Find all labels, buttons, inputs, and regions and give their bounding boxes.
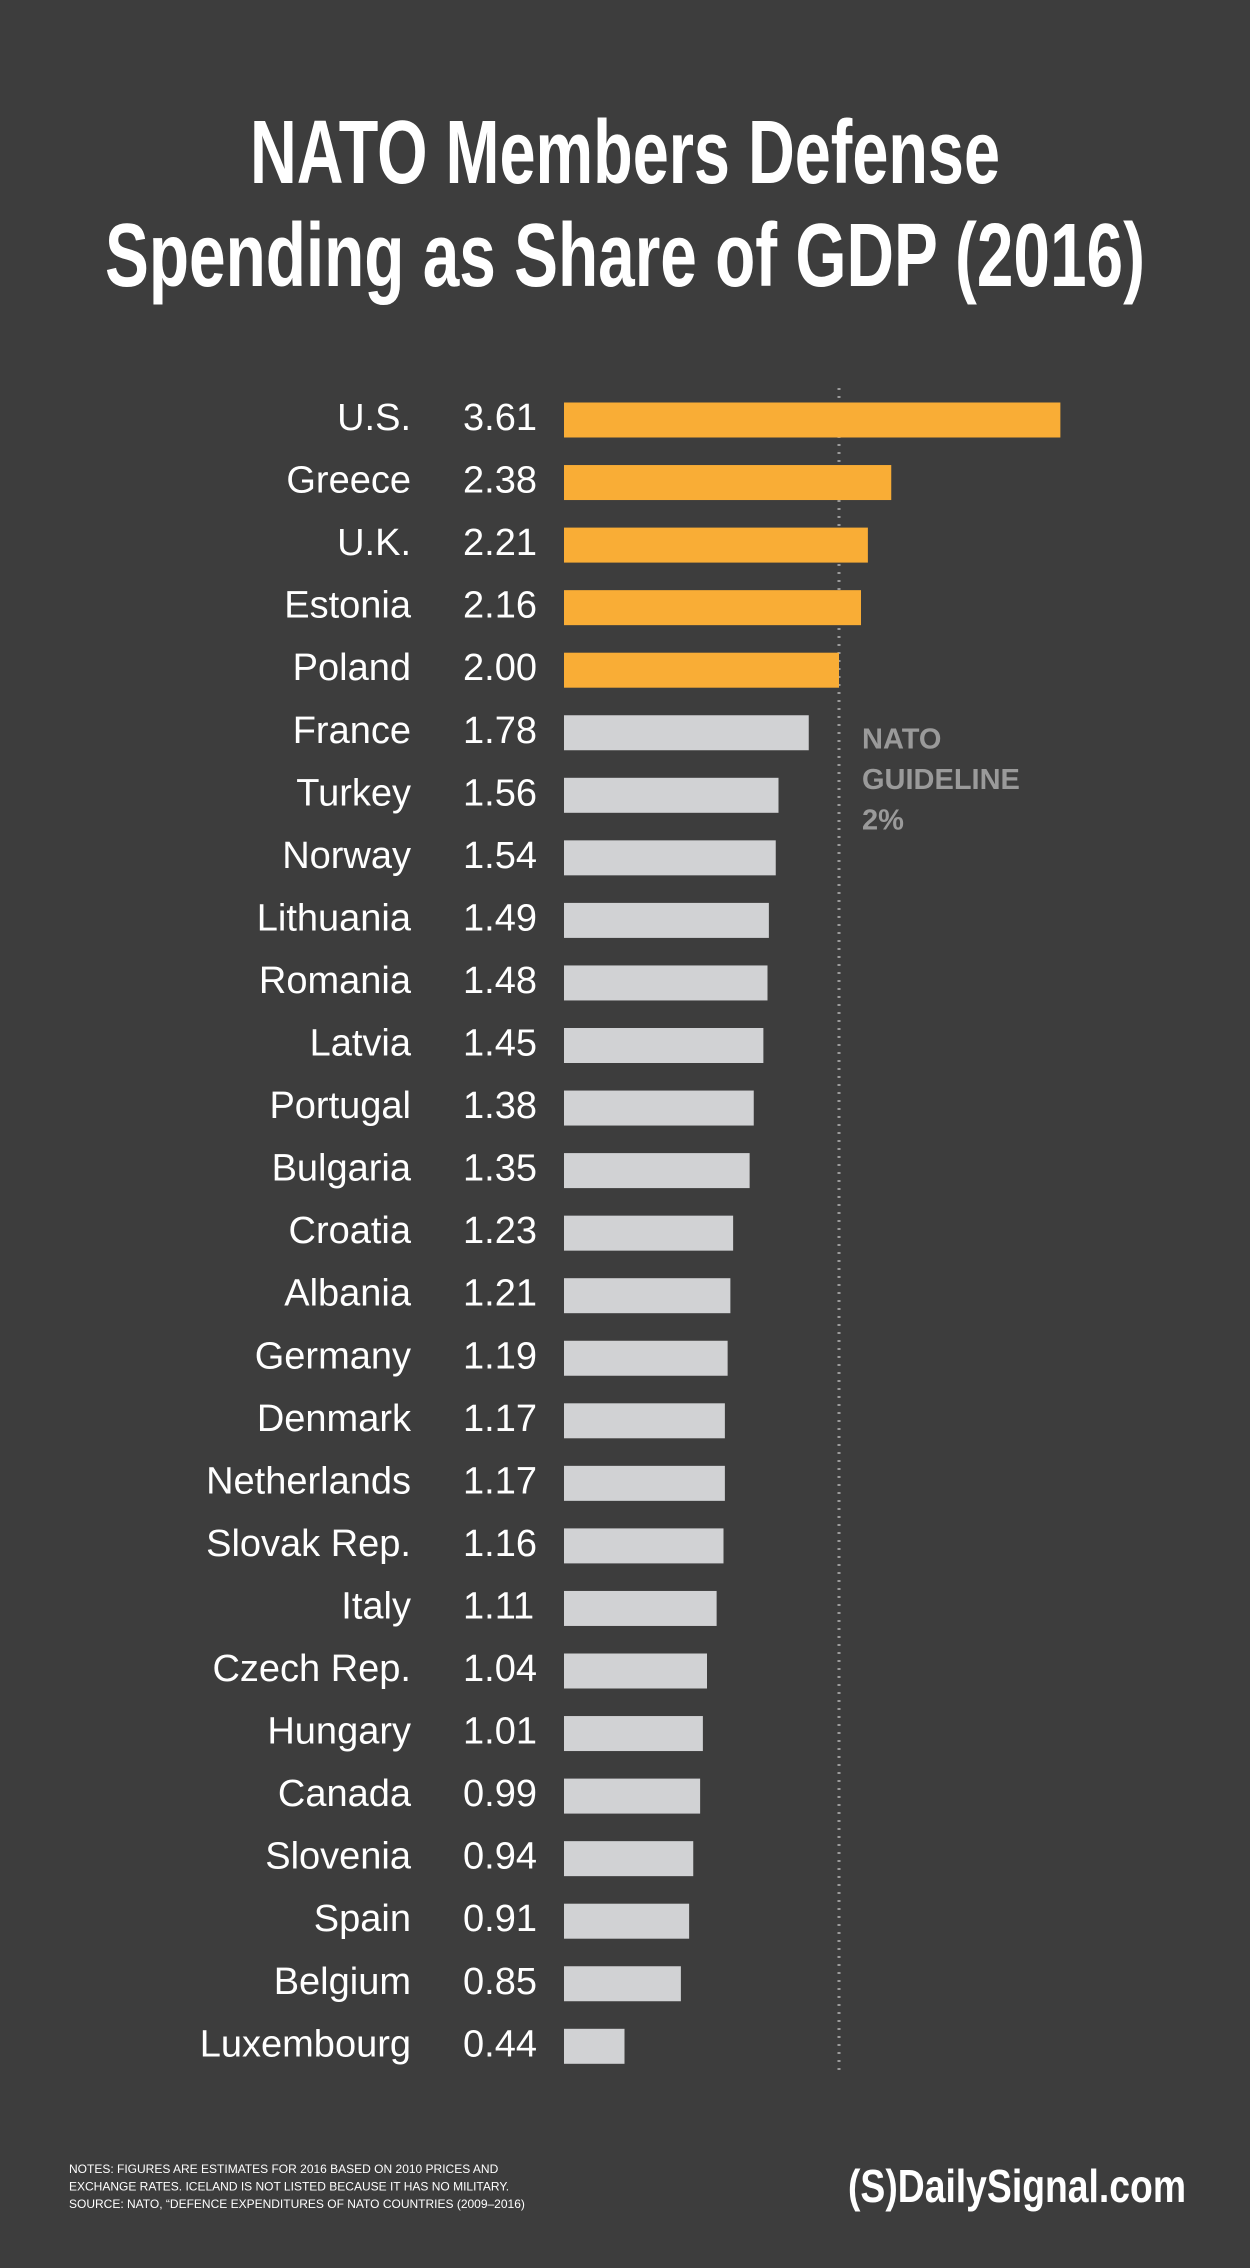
bar xyxy=(564,1028,764,1063)
note: SOURCE: NATO, “DEFENCE EXPENDITURES OF N… xyxy=(69,2197,525,2211)
bar xyxy=(564,1340,728,1376)
value-label: 1.56 xyxy=(463,772,537,814)
bar xyxy=(564,1778,701,1814)
category-label: Romania xyxy=(259,960,412,1002)
category-label: Denmark xyxy=(257,1398,412,1440)
value-label: 1.78 xyxy=(463,710,537,752)
category-label: Turkey xyxy=(296,772,411,814)
bar xyxy=(564,527,868,563)
category-label: Poland xyxy=(293,647,411,689)
bar xyxy=(564,1215,734,1251)
category-label: U.K. xyxy=(337,522,411,564)
reference-label: GUIDELINE xyxy=(862,764,1020,796)
reference-label: 2% xyxy=(862,805,904,837)
category-label: Latvia xyxy=(310,1023,412,1065)
brand: (S)DailySignal.com xyxy=(848,2160,1186,2212)
category-label: Norway xyxy=(282,835,411,877)
bar xyxy=(564,1590,717,1626)
category-label: Italy xyxy=(341,1585,411,1627)
value-label: 0.44 xyxy=(463,2023,537,2065)
category-label: U.S. xyxy=(337,397,411,439)
bar xyxy=(564,965,768,1001)
category-label: Lithuania xyxy=(257,897,412,939)
category-label: Greece xyxy=(286,460,411,502)
value-label: 2.16 xyxy=(463,585,537,627)
bar xyxy=(564,1278,731,1314)
value-label: 1.17 xyxy=(463,1460,537,1502)
bar xyxy=(564,1465,725,1501)
category-label: Czech Rep. xyxy=(212,1648,411,1690)
value-label: 1.04 xyxy=(463,1648,537,1690)
chart-title: NATO Members Defense xyxy=(250,103,1000,203)
category-label: Albania xyxy=(284,1273,412,1315)
category-label: Bulgaria xyxy=(272,1148,412,1190)
value-label: 1.35 xyxy=(463,1148,537,1190)
value-label: 1.49 xyxy=(463,897,537,939)
value-label: 0.85 xyxy=(463,1961,537,2003)
value-label: 1.23 xyxy=(463,1210,537,1252)
bar xyxy=(564,1903,690,1939)
value-label: 0.99 xyxy=(463,1773,537,1815)
value-label: 1.01 xyxy=(463,1711,537,1753)
bar xyxy=(564,590,861,626)
category-label: Germany xyxy=(255,1335,411,1377)
bar xyxy=(564,1841,694,1877)
bar xyxy=(564,1966,681,2002)
bar xyxy=(564,1716,703,1752)
category-label: France xyxy=(293,710,411,752)
category-label: Netherlands xyxy=(206,1460,411,1502)
value-label: 1.48 xyxy=(463,960,537,1002)
value-label: 2.21 xyxy=(463,522,537,564)
category-label: Slovak Rep. xyxy=(206,1523,411,1565)
category-label: Estonia xyxy=(284,585,412,627)
value-label: 0.94 xyxy=(463,1836,537,1878)
bar xyxy=(564,715,809,751)
bar xyxy=(564,1403,725,1439)
value-label: 1.45 xyxy=(463,1023,537,1065)
bar xyxy=(564,1528,724,1564)
category-label: Croatia xyxy=(289,1210,412,1252)
note: EXCHANGE RATES. ICELAND IS NOT LISTED BE… xyxy=(69,2180,509,2194)
value-label: 1.38 xyxy=(463,1085,537,1127)
category-label: Luxembourg xyxy=(200,2023,411,2065)
value-label: 3.61 xyxy=(463,397,537,439)
bar xyxy=(564,1090,754,1126)
category-label: Hungary xyxy=(267,1711,411,1753)
value-label: 2.38 xyxy=(463,460,537,502)
chart-title: Spending as Share of GDP (2016) xyxy=(105,206,1145,306)
bar xyxy=(564,902,769,938)
bar xyxy=(564,652,839,688)
category-label: Spain xyxy=(314,1898,411,1940)
category-label: Portugal xyxy=(269,1085,411,1127)
category-label: Canada xyxy=(278,1773,412,1815)
value-label: 1.19 xyxy=(463,1335,537,1377)
bar xyxy=(564,465,892,501)
bar xyxy=(564,840,776,876)
value-label: 1.16 xyxy=(463,1523,537,1565)
value-label: 2.00 xyxy=(463,647,537,689)
bar xyxy=(564,2028,625,2064)
value-label: 1.54 xyxy=(463,835,537,877)
bar xyxy=(564,777,779,813)
value-label: 0.91 xyxy=(463,1898,537,1940)
category-label: Belgium xyxy=(274,1961,411,2003)
note: NOTES: FIGURES ARE ESTIMATES FOR 2016 BA… xyxy=(69,2162,499,2176)
value-label: 1.11 xyxy=(463,1585,534,1627)
bar xyxy=(564,402,1061,438)
reference-label: NATO xyxy=(862,724,941,756)
category-label: Slovenia xyxy=(265,1836,412,1878)
value-label: 1.21 xyxy=(463,1273,537,1315)
value-label: 1.17 xyxy=(463,1398,537,1440)
bar xyxy=(564,1153,750,1189)
bar xyxy=(564,1653,707,1689)
